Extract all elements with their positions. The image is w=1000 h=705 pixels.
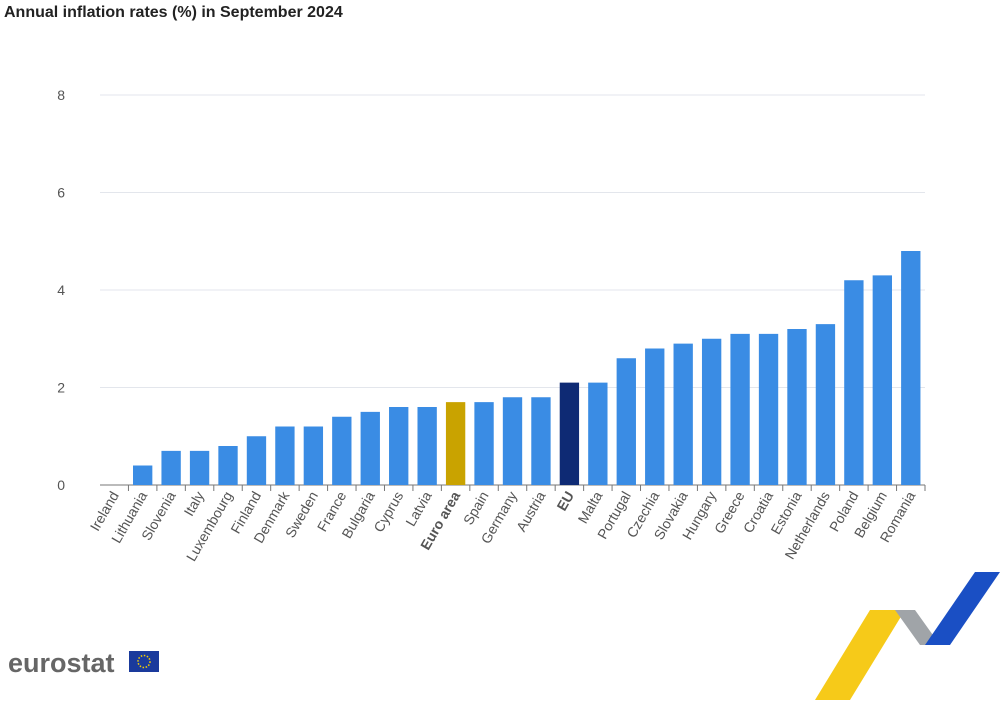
bar: [787, 329, 807, 485]
bar: [275, 426, 295, 485]
chart-title: Annual inflation rates (%) in September …: [4, 4, 343, 21]
bar: [389, 407, 409, 485]
y-tick-label: 0: [57, 477, 65, 493]
y-tick-label: 2: [57, 380, 65, 396]
x-tick-label: Austria: [513, 488, 549, 534]
logo-text: eurostat: [8, 648, 115, 678]
decoration: [815, 572, 1000, 700]
bar: [901, 251, 921, 485]
bar: [815, 324, 836, 485]
bar: [360, 411, 380, 485]
bar: [189, 450, 210, 485]
bar: [701, 338, 722, 485]
y-tick-label: 4: [57, 282, 65, 298]
bar: [417, 407, 437, 485]
bar: [588, 382, 608, 485]
bar: [844, 280, 864, 485]
bar: [673, 343, 693, 485]
x-tick-label: EU: [553, 489, 577, 514]
bar: [758, 333, 779, 485]
bar: [332, 416, 352, 485]
bar: [872, 275, 892, 485]
bar: [730, 333, 750, 485]
y-tick-label: 6: [57, 185, 65, 201]
bar: [645, 348, 665, 485]
eu-flag: [129, 651, 159, 672]
bar: [303, 426, 324, 485]
bar: [133, 465, 153, 485]
bar: [502, 397, 523, 485]
bar: [531, 397, 551, 485]
x-tick-label: Italy: [180, 489, 207, 519]
bar: [559, 382, 580, 485]
y-tick-label: 8: [57, 87, 65, 103]
bar: [246, 436, 267, 485]
bar: [161, 450, 181, 485]
bar: [445, 402, 466, 485]
bar: [474, 402, 494, 485]
bar: [218, 446, 238, 485]
bar: [616, 358, 636, 485]
